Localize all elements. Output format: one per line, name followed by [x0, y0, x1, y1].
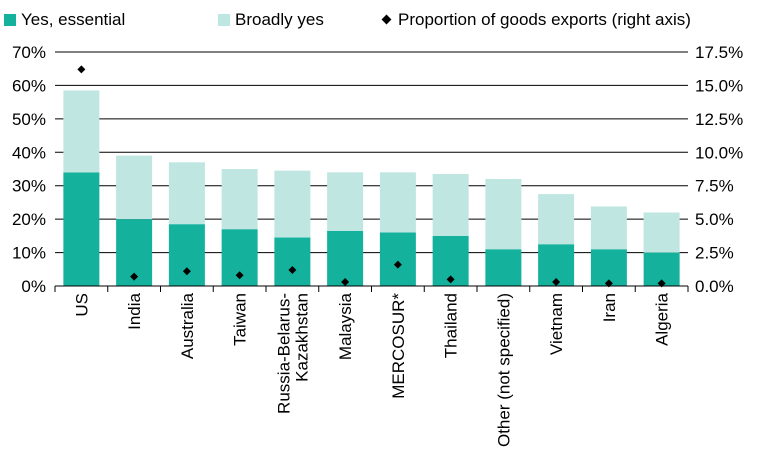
bar-segment [538, 194, 575, 245]
bar-segment [327, 230, 364, 286]
y-right-tick-label: 17.5% [695, 43, 743, 62]
category-label: India [125, 292, 144, 329]
legend-label-goods-exports: Proportion of goods exports (right axis) [398, 10, 691, 29]
y-right-tick-label: 10.0% [695, 143, 743, 162]
bar-segment [327, 172, 364, 231]
export-share-marker [341, 277, 350, 286]
export-share-marker [446, 275, 455, 284]
category-label: Thailand [442, 293, 461, 358]
bar-segment [274, 237, 311, 286]
category-label: Russia-Belarus- [274, 293, 293, 414]
legend-label-yes-essential: Yes, essential [21, 10, 126, 29]
category-label: US [72, 293, 91, 317]
bar-segment [432, 174, 469, 236]
export-share-marker [393, 260, 402, 269]
y-left-tick-label: 0% [21, 277, 46, 296]
bar-segment [63, 172, 100, 286]
export-share-marker [552, 277, 561, 286]
category-label: Australia [178, 292, 197, 359]
legend-item-yes-essential: Yes, essential [4, 10, 125, 30]
y-left-tick-label: 70% [12, 43, 46, 62]
y-left-tick-label: 30% [12, 177, 46, 196]
bar-segment [221, 169, 258, 230]
bar-segment [116, 155, 153, 220]
export-share-marker [235, 271, 244, 280]
export-share-marker [604, 279, 613, 288]
y-left-tick-label: 50% [12, 110, 46, 129]
y-right-tick-label: 0.0% [695, 277, 734, 296]
export-share-marker [130, 272, 139, 281]
y-left-tick-label: 20% [12, 210, 46, 229]
export-share-marker [288, 265, 297, 274]
y-right-tick-label: 7.5% [695, 177, 734, 196]
legend-swatch-broadly-yes [218, 14, 230, 26]
category-label: Kazakhstan [292, 293, 311, 382]
bar-segment [274, 170, 311, 238]
bar-segment [485, 179, 522, 250]
export-share-marker [77, 65, 86, 74]
bar-segment [168, 224, 205, 286]
chart-legend: Yes, essential Broadly yes Proportion of… [0, 8, 764, 30]
legend-swatch-yes-essential [4, 14, 16, 26]
bar-segment [63, 90, 100, 173]
category-label: Iran [600, 293, 619, 322]
y-left-tick-label: 60% [12, 76, 46, 95]
export-share-marker [657, 279, 666, 288]
category-label: Other (not specified) [494, 293, 513, 447]
bar-segment [379, 172, 416, 233]
bar-segment [643, 212, 680, 253]
y-right-tick-label: 12.5% [695, 110, 743, 129]
category-label: MERCOSUR* [389, 293, 408, 399]
y-right-tick-label: 5.0% [695, 210, 734, 229]
y-left-tick-label: 10% [12, 244, 46, 263]
bar-segment [379, 232, 416, 286]
bar-segment [485, 249, 522, 286]
legend-label-broadly-yes: Broadly yes [235, 10, 324, 29]
y-right-tick-label: 2.5% [695, 244, 734, 263]
export-share-marker [182, 267, 191, 276]
category-label: Taiwan [231, 293, 250, 346]
category-label: Vietnam [547, 293, 566, 355]
y-left-tick-label: 40% [12, 143, 46, 162]
legend-item-broadly-yes: Broadly yes [218, 10, 324, 30]
legend-item-goods-exports: Proportion of goods exports (right axis) [381, 10, 691, 30]
category-label: Malaysia [336, 292, 355, 360]
category-label: Algeria [653, 292, 672, 345]
y-right-tick-label: 15.0% [695, 76, 743, 95]
bar-segment [168, 162, 205, 225]
bar-segment [590, 206, 627, 250]
